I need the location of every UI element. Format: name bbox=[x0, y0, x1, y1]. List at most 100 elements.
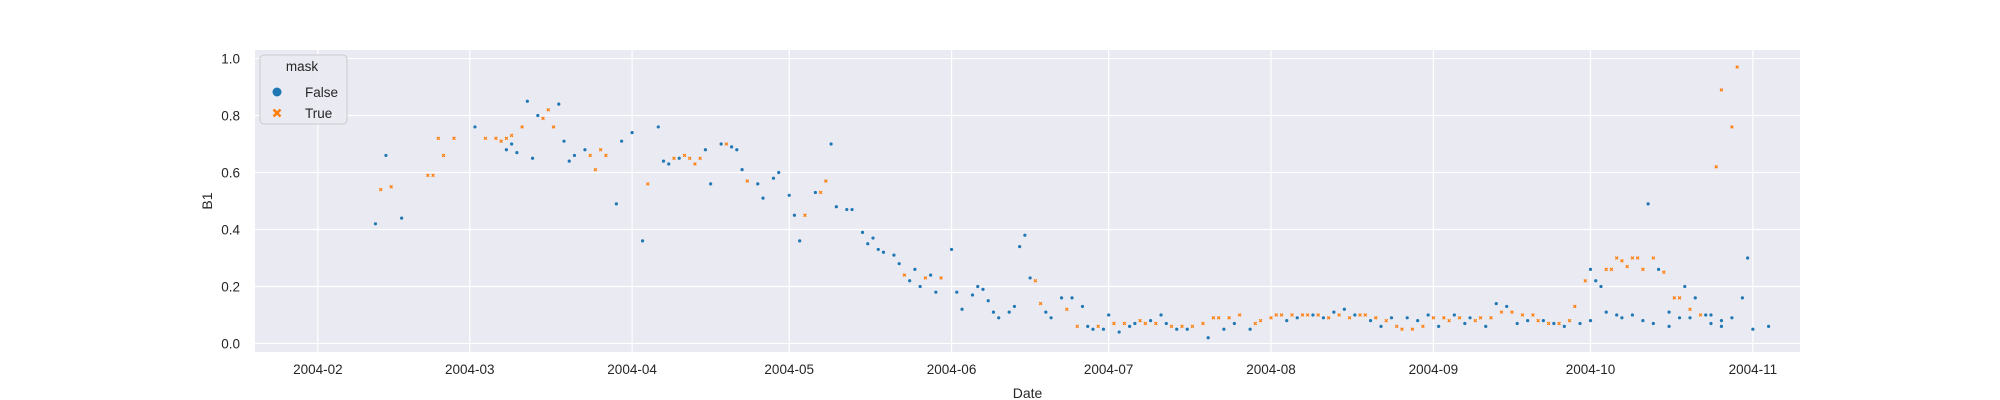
data-point-false bbox=[997, 316, 1001, 320]
data-point-false bbox=[981, 287, 985, 291]
data-point-false bbox=[1285, 319, 1289, 323]
data-point-true bbox=[551, 125, 556, 129]
plot-background bbox=[255, 50, 1800, 352]
data-point-false bbox=[1321, 316, 1326, 320]
data-point-false bbox=[1620, 316, 1624, 320]
data-point-false bbox=[1599, 284, 1603, 289]
legend-entry: True bbox=[272, 106, 332, 121]
data-point-true bbox=[1211, 315, 1216, 320]
y-tick-label: 0.4 bbox=[221, 222, 240, 237]
data-point-false bbox=[949, 247, 954, 252]
data-point-false bbox=[1641, 319, 1645, 323]
data-point-true bbox=[939, 276, 943, 280]
data-point-false bbox=[860, 230, 865, 234]
data-point-false bbox=[536, 113, 540, 118]
tick-labels: 2004-02 2004-03 2004-04 2004-05 2004-06 2004-… bbox=[221, 52, 1777, 377]
data-point-false bbox=[1683, 284, 1687, 289]
data-point-false bbox=[1044, 310, 1048, 314]
data-point-true bbox=[1447, 318, 1451, 323]
data-point-false bbox=[1578, 321, 1582, 326]
data-point-true bbox=[604, 153, 608, 158]
data-point-true bbox=[593, 167, 598, 172]
data-point-false bbox=[1709, 313, 1713, 317]
data-point-false bbox=[1688, 316, 1692, 320]
data-point-false bbox=[1588, 319, 1593, 323]
data-point-false bbox=[1070, 296, 1074, 300]
data-point-false bbox=[709, 182, 713, 186]
data-point-false bbox=[1107, 313, 1111, 317]
data-point-true bbox=[1201, 321, 1205, 326]
data-point-true bbox=[1138, 318, 1142, 323]
data-point-false bbox=[719, 142, 723, 146]
data-point-false bbox=[1353, 313, 1357, 317]
data-point-true bbox=[824, 179, 828, 183]
data-point-true bbox=[1290, 313, 1294, 317]
data-point-false bbox=[871, 236, 875, 240]
data-point-false bbox=[1295, 316, 1299, 320]
data-point-false bbox=[1751, 327, 1755, 331]
data-point-true bbox=[1363, 313, 1368, 317]
data-point-true bbox=[436, 136, 441, 141]
data-point-false bbox=[1709, 321, 1713, 326]
data-point-true bbox=[672, 156, 676, 161]
data-point-false bbox=[1704, 313, 1708, 317]
data-point-true bbox=[1672, 296, 1677, 300]
data-point-true bbox=[1557, 321, 1561, 326]
data-point-true bbox=[1531, 313, 1535, 317]
data-point-false bbox=[1248, 327, 1252, 331]
data-point-true bbox=[426, 173, 430, 178]
data-point-false bbox=[1232, 321, 1236, 326]
legend-box bbox=[259, 54, 348, 125]
data-point-false bbox=[572, 153, 577, 158]
data-point-true bbox=[546, 108, 551, 112]
data-point-true bbox=[1169, 324, 1174, 329]
data-point-false bbox=[583, 148, 587, 152]
data-point-true bbox=[687, 156, 692, 161]
data-point-false bbox=[986, 299, 990, 303]
data-point-false bbox=[1175, 327, 1179, 331]
data-point-true bbox=[1662, 270, 1666, 275]
data-point-true bbox=[1489, 315, 1493, 320]
data-point-false bbox=[510, 142, 514, 146]
data-point-false bbox=[1766, 324, 1771, 328]
data-point-false bbox=[1206, 336, 1210, 340]
data-point-true bbox=[441, 153, 446, 158]
data-point-true bbox=[1394, 324, 1399, 329]
data-point-false bbox=[620, 139, 624, 143]
data-point-false bbox=[1086, 324, 1090, 328]
x-tick-label: 2004-05 bbox=[764, 362, 814, 377]
data-point-true bbox=[1499, 310, 1504, 314]
data-point-false bbox=[384, 153, 388, 158]
data-point-false bbox=[756, 182, 760, 186]
data-point-false bbox=[850, 207, 854, 212]
data-point-false bbox=[735, 148, 739, 152]
data-point-false bbox=[562, 139, 566, 143]
data-point-true bbox=[1620, 259, 1624, 263]
data-point-false bbox=[1656, 267, 1661, 271]
data-point-true bbox=[1625, 264, 1629, 269]
data-point-true bbox=[1305, 313, 1310, 317]
y-tick-label: 0.0 bbox=[221, 336, 240, 351]
data-point-false bbox=[504, 148, 508, 152]
data-point-true bbox=[588, 153, 593, 158]
data-point-false bbox=[970, 293, 975, 297]
x-tick-label: 2004-04 bbox=[607, 362, 657, 377]
data-point-false bbox=[1651, 321, 1655, 326]
data-point-false bbox=[845, 207, 849, 212]
data-point-false bbox=[960, 307, 964, 311]
data-point-false bbox=[761, 196, 765, 200]
data-point-true bbox=[1630, 256, 1635, 260]
data-point-true bbox=[1258, 318, 1263, 323]
data-point-false bbox=[1332, 310, 1336, 314]
data-point-true bbox=[1216, 315, 1221, 320]
data-point-true bbox=[1698, 313, 1703, 317]
data-point-false bbox=[373, 222, 378, 226]
data-point-false bbox=[1101, 327, 1106, 331]
data-point-false bbox=[1667, 324, 1671, 328]
x-tick-label: 2004-02 bbox=[293, 362, 343, 377]
data-point-false bbox=[630, 131, 634, 135]
data-point-false bbox=[1494, 301, 1498, 306]
data-point-true bbox=[1478, 315, 1483, 320]
data-point-false bbox=[515, 150, 519, 155]
data-point-false bbox=[1222, 327, 1226, 331]
